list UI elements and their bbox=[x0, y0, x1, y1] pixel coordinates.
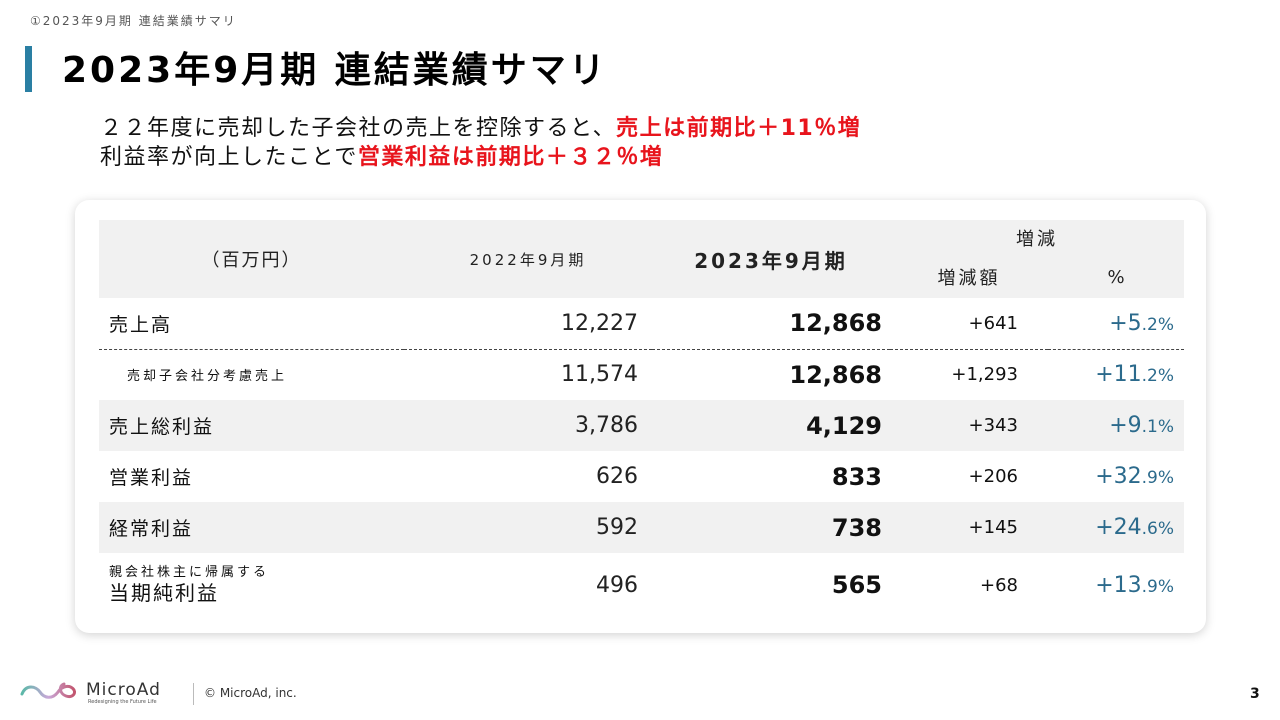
row-label: 経常利益 bbox=[99, 502, 404, 553]
summary-line-1: ２２年度に売却した子会社の売上を控除すると、売上は前期比＋11％増 bbox=[100, 114, 861, 143]
value-change-amount: +1,293 bbox=[951, 364, 1018, 386]
value-prev: 626 bbox=[596, 464, 638, 489]
row-label: 営業利益 bbox=[109, 467, 194, 489]
pct-integer: +32 bbox=[1095, 464, 1142, 489]
value-change-percent: +32.9% bbox=[1048, 451, 1184, 502]
table-row-net-income: 親会社株主に帰属する 当期純利益 496 565 +68 +13.9% bbox=[99, 553, 1184, 617]
pct-integer: +24 bbox=[1095, 515, 1142, 540]
value-change-amount: +145 bbox=[890, 502, 1048, 553]
header-change-amount: 増減額 bbox=[890, 256, 1048, 298]
table-row-net-sales: 売上高 12,227 12,868 +641 +5.2% bbox=[99, 298, 1184, 350]
value-change-percent: +24.6% bbox=[1048, 502, 1184, 553]
pct-decimal: .1% bbox=[1141, 417, 1174, 437]
pct-integer: +9 bbox=[1109, 413, 1142, 438]
value-current: 565 bbox=[831, 571, 882, 599]
copyright: © MicroAd, inc. bbox=[204, 686, 297, 700]
pct-integer: +13 bbox=[1095, 572, 1142, 598]
summary-line-1-highlight: 売上は前期比＋11％増 bbox=[616, 116, 862, 141]
row-label-sub: 親会社株主に帰属する bbox=[109, 565, 270, 580]
summary-line-2-plain: 利益率が向上したことで bbox=[100, 145, 358, 170]
page-title: 2023年9月期 連結業績サマリ bbox=[62, 50, 608, 91]
value-change-percent: +9.1% bbox=[1048, 400, 1184, 451]
value-change-percent: +5.2% bbox=[1048, 298, 1184, 350]
value-change-percent: +13.9% bbox=[1048, 553, 1184, 617]
value-prev: 3,786 bbox=[404, 400, 652, 451]
header-current-period: 2023年9月期 bbox=[652, 220, 890, 298]
table-row-gross-profit: 売上総利益 3,786 4,129 +343 +9.1% bbox=[99, 400, 1184, 451]
value-prev: 11,574 bbox=[561, 362, 638, 388]
table-row-ordinary-profit: 経常利益 592 738 +145 +24.6% bbox=[99, 502, 1184, 553]
pct-decimal: .2% bbox=[1141, 366, 1174, 387]
financial-summary-card: （百万円） 2022年9月期 2023年9月期 増減 増減額 % 売上高 12,… bbox=[75, 200, 1206, 633]
value-current: 833 bbox=[831, 462, 882, 491]
page-number: 3 bbox=[1250, 686, 1260, 702]
value-prev: 12,227 bbox=[404, 298, 652, 350]
row-label: 売上総利益 bbox=[99, 400, 404, 451]
value-current: 12,868 bbox=[789, 360, 882, 389]
value-change-amount: +641 bbox=[890, 298, 1048, 350]
value-current: 738 bbox=[652, 502, 890, 553]
financial-table: （百万円） 2022年9月期 2023年9月期 増減 増減額 % 売上高 12,… bbox=[99, 220, 1184, 617]
pct-decimal: .9% bbox=[1141, 468, 1174, 488]
value-prev: 592 bbox=[404, 502, 652, 553]
pct-decimal: .2% bbox=[1141, 314, 1174, 335]
pct-decimal: .9% bbox=[1141, 576, 1174, 597]
value-change-percent: +11.2% bbox=[1048, 349, 1184, 400]
pct-decimal: .6% bbox=[1141, 519, 1174, 539]
summary-line-1-plain: ２２年度に売却した子会社の売上を控除すると、 bbox=[100, 116, 617, 141]
title-accent-bar bbox=[25, 46, 32, 92]
pct-integer: +5 bbox=[1109, 310, 1142, 336]
header-change-group: 増減 bbox=[890, 220, 1184, 256]
row-label: 親会社株主に帰属する 当期純利益 bbox=[99, 553, 404, 617]
row-label: 売上高 bbox=[99, 298, 404, 350]
header-unit: （百万円） bbox=[99, 220, 404, 298]
value-change-amount: +343 bbox=[890, 400, 1048, 451]
footer-divider bbox=[193, 683, 194, 705]
row-label-main: 当期純利益 bbox=[109, 581, 219, 605]
table-row-adjusted-sales: 売却子会社分考慮売上 11,574 12,868 +1,293 +11.2% bbox=[99, 349, 1184, 400]
value-prev: 496 bbox=[596, 572, 638, 598]
header-prev-period: 2022年9月期 bbox=[404, 220, 652, 298]
value-change-amount: +206 bbox=[968, 466, 1018, 487]
value-current: 12,868 bbox=[652, 298, 890, 350]
pct-integer: +11 bbox=[1095, 362, 1142, 388]
summary-line-2-highlight: 営業利益は前期比＋３２％増 bbox=[357, 145, 664, 170]
breadcrumb: ①2023年9月期 連結業績サマリ bbox=[30, 14, 237, 28]
brand-name: MicroAd bbox=[86, 680, 161, 700]
brand-tagline: Redesigning the Future Life bbox=[88, 699, 157, 705]
microad-logo-icon bbox=[20, 682, 76, 699]
value-current: 4,129 bbox=[652, 400, 890, 451]
row-label: 売却子会社分考慮売上 bbox=[127, 369, 288, 385]
summary-line-2: 利益率が向上したことで営業利益は前期比＋３２％増 bbox=[100, 143, 861, 172]
summary-text: ２２年度に売却した子会社の売上を控除すると、売上は前期比＋11％増 利益率が向上… bbox=[100, 114, 861, 172]
table-row-operating-profit: 営業利益 626 833 +206 +32.9% bbox=[99, 451, 1184, 502]
header-change-percent: % bbox=[1048, 256, 1184, 298]
value-change-amount: +68 bbox=[980, 574, 1018, 596]
